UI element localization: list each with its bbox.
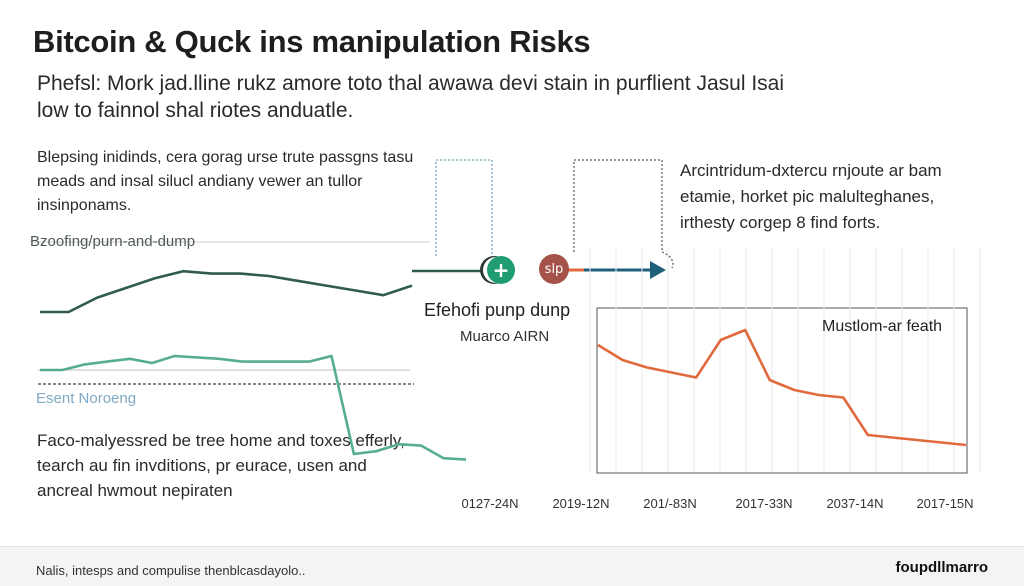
right-paragraph: Arcintridum-dxtercu rnjoute ar bam etami… (680, 161, 942, 232)
x-tick-label: 2017-15N (916, 496, 974, 511)
bracket-left (435, 159, 493, 256)
series-line-3 (597, 328, 967, 447)
footer-brand-logo: foupdllmarro (895, 559, 989, 576)
annotation-source: Muarco AIRN (460, 328, 550, 345)
chart-subtitle: Phefsl: Mork jad.lline rukz amore toto t… (37, 72, 785, 122)
footer-note: Nalis, intesps and compulise thenblcasda… (36, 563, 306, 578)
series-line-1 (40, 269, 413, 314)
chart-title: Bitcoin & Quck ins manipulation Risks (33, 24, 591, 59)
bottom-paragraph: Faco-malyessred be tree home and toxes e… (37, 431, 405, 500)
series-line-2 (40, 354, 467, 461)
series-label-noise: Esent Noroeng (36, 390, 137, 407)
chart-grid (589, 248, 981, 472)
bracket-right (573, 159, 674, 269)
left-paragraph: Blepsing inidinds, cera gorag urse trute… (37, 149, 414, 214)
x-tick-label: 0127-24N (461, 496, 519, 511)
chart-decorations (30, 159, 968, 474)
slp-badge: slp (539, 254, 569, 284)
footer-bar: Nalis, intesps and compulise thenblcasda… (0, 546, 1024, 586)
x-tick-label: 2017-33N (735, 496, 793, 511)
x-tick-label: 2019-12N (552, 496, 610, 511)
chart-series (40, 269, 967, 461)
inset-frame (596, 307, 968, 474)
arrow-head-icon (650, 261, 666, 279)
inset-label: Mustlom-ar feath (822, 318, 943, 335)
chart-canvas (30, 159, 981, 474)
x-tick-label: 201/-83N (643, 496, 697, 511)
series-label-spoofing: Bzoofing/purn-and-dump (30, 233, 196, 250)
annotation-pump-dump: Efehofi punp dunp (424, 300, 571, 320)
x-tick-label: 2037-14N (826, 496, 884, 511)
plus-icon: + (487, 256, 515, 284)
